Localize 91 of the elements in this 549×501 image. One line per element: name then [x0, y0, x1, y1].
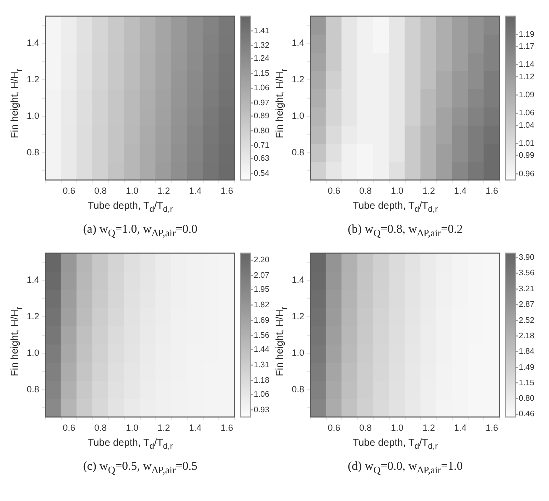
x-tick-label: 0.8: [360, 423, 372, 434]
y-tick-label: 1.4: [292, 38, 305, 48]
color-bar-label: 1.09: [519, 90, 536, 100]
y-tick-label: 1.2: [292, 74, 305, 85]
x-tick-label: 1.0: [126, 186, 139, 196]
text: (a) w$_{Q}$=1.0, w$_{ΔP,air}$=0.0: [83, 222, 198, 240]
x-axis-title: Tube depth, T$_{d}$/T$_{d,r}$: [353, 201, 438, 214]
color-bar-label: 1.06: [254, 390, 270, 400]
y-tick-label: 1.4: [292, 276, 305, 286]
color-bar-label: 1.06: [254, 84, 270, 93]
color-bar-label: 1.15: [254, 68, 270, 78]
x-tick-label: 1.2: [158, 423, 170, 434]
y-tick-label: 0.8: [292, 147, 305, 158]
color-bar-label: 1.12: [519, 72, 536, 82]
y-tick-label: 1.4: [26, 38, 40, 48]
color-bar-label: 1.01: [519, 139, 536, 148]
x-tick-label: 0.8: [360, 186, 372, 196]
x-tick-label: 1.2: [422, 186, 436, 196]
x-tick-label: 0.6: [62, 423, 76, 434]
color-bar-label: 0.97: [254, 98, 270, 108]
color-bar-label: 0.96: [519, 169, 536, 178]
x-tick-label: 1.0: [391, 423, 404, 434]
x-tick-label: 0.6: [328, 423, 340, 434]
text: (c) w$_{Q}$=0.5, w$_{ΔP,air}$=0.5: [83, 459, 198, 477]
x-tick-label: 0.8: [94, 186, 108, 196]
y-tick-label: 1.0: [26, 110, 40, 121]
color-bar-label: 1.04: [519, 120, 536, 130]
color-bar-label: 1.06: [519, 108, 536, 118]
color-bar-label: 1.56: [254, 331, 270, 340]
x-tick-label: 1.4: [189, 186, 202, 196]
y-tick-label: 0.8: [26, 384, 40, 395]
x-tick-label: 1.0: [391, 186, 404, 196]
text: (b) w$_{Q}$=0.8, w$_{ΔP,air}$=0.2: [348, 222, 464, 240]
y-tick-label: 1.2: [292, 312, 305, 322]
color-bar-label: 2.07: [254, 271, 270, 280]
color-bar-label: 1.31: [254, 360, 270, 370]
x-tick-label: 0.8: [94, 423, 108, 434]
color-bar-label: 1.82: [254, 300, 270, 310]
color-bar-label: 0.80: [254, 126, 270, 136]
color-bar-label: 1.69: [254, 316, 270, 326]
x-tick-label: 0.6: [62, 186, 76, 196]
color-bar-label: 1.49: [519, 363, 536, 372]
color-bar-label: 0.93: [254, 406, 270, 415]
y-tick-label: 1.0: [292, 110, 305, 121]
color-bar-label: 1.15: [519, 378, 536, 388]
y-tick-label: 1.4: [26, 276, 40, 286]
color-bar-label: 1.17: [519, 42, 536, 51]
x-axis-title: Tube depth, T$_{d}$/T$_{d,r}$: [353, 438, 438, 452]
color-bar-label: 2.20: [254, 256, 270, 266]
y-tick-label: 1.2: [26, 74, 40, 85]
y-tick-label: 0.8: [292, 384, 305, 395]
x-tick-label: 0.6: [328, 186, 340, 196]
text: (d) w$_{Q}$=0.0, w$_{ΔP,air}$=1.0: [348, 459, 464, 477]
x-tick-label: 1.4: [454, 423, 467, 434]
x-tick-label: 1.4: [454, 186, 467, 196]
x-tick-label: 1.0: [126, 423, 139, 434]
color-bar-label: 1.95: [254, 286, 270, 295]
color-bar-label: 1.19: [519, 30, 536, 39]
color-bar-label: 0.63: [254, 154, 270, 164]
x-tick-label: 1.2: [158, 186, 170, 196]
x-axis-title: Tube depth, T$_{d}$/T$_{d,r}$: [88, 201, 173, 214]
color-bar-label: 1.84: [519, 347, 536, 356]
color-bar-label: 2.52: [519, 316, 536, 326]
color-bar-label: 1.14: [519, 60, 536, 70]
color-bar-label: 1.44: [254, 346, 270, 355]
color-bar-label: 2.87: [519, 300, 536, 310]
x-tick-label: 1.6: [486, 423, 498, 434]
color-bar-label: 0.71: [254, 141, 270, 150]
x-tick-label: 1.6: [220, 423, 234, 434]
color-bar-label: 0.99: [519, 151, 536, 160]
color-bar-label: 0.89: [254, 112, 270, 121]
color-bar-label: 1.32: [254, 41, 270, 50]
color-bar-label: 2.18: [519, 332, 536, 341]
color-bar-label: 3.21: [519, 284, 536, 294]
y-tick-label: 0.8: [26, 147, 40, 158]
color-bar-label: 3.56: [519, 269, 536, 278]
color-bar-label: 1.41: [254, 26, 270, 36]
color-bar-label: 0.46: [519, 410, 536, 420]
y-tick-label: 1.2: [26, 312, 40, 322]
color-bar-label: 1.18: [254, 376, 270, 386]
color-bar-label: 3.90: [519, 254, 536, 263]
x-tick-label: 1.4: [189, 423, 202, 434]
y-tick-label: 1.0: [292, 348, 305, 358]
x-tick-label: 1.6: [220, 186, 234, 196]
color-bar-label: 0.80: [519, 394, 536, 404]
x-tick-label: 1.2: [422, 423, 436, 434]
x-tick-label: 1.6: [486, 186, 498, 196]
color-bar-label: 0.54: [254, 168, 270, 178]
color-bar-label: 1.24: [254, 54, 270, 64]
y-tick-label: 1.0: [26, 348, 40, 358]
x-axis-title: Tube depth, T$_{d}$/T$_{d,r}$: [88, 438, 173, 452]
